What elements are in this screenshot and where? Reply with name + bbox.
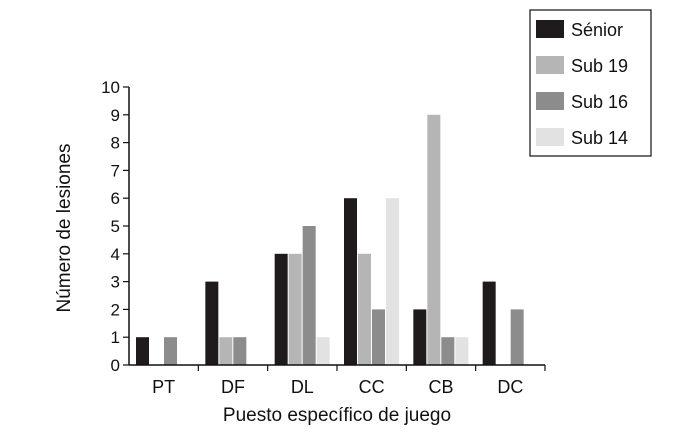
bar-dl-series-3 — [316, 337, 330, 365]
y-tick-label: 5 — [111, 217, 120, 236]
y-axis-title: Número de lesiones — [54, 144, 75, 313]
bar-dl-series-2 — [302, 226, 316, 365]
bar-cb-series-1 — [427, 114, 441, 365]
bar-cb-series-2 — [441, 337, 455, 365]
legend-swatch — [536, 20, 564, 38]
bar-cc-series-2 — [372, 309, 385, 365]
x-tick-label: DC — [497, 377, 523, 397]
bar-dc-series-0 — [482, 281, 496, 365]
bar-cb-series-3 — [455, 337, 469, 365]
x-tick-label: CB — [428, 377, 453, 397]
bar-cc-series-1 — [358, 253, 371, 365]
legend-swatch — [536, 92, 564, 110]
legend: Sénior Sub 19 Sub 16 Sub 14 — [529, 9, 652, 157]
bar-df-series-0 — [205, 281, 219, 365]
x-tick-label: PT — [152, 377, 175, 397]
bar-cb-series-0 — [413, 309, 427, 365]
y-tick-label: 8 — [111, 134, 120, 153]
x-axis-title: Puesto específico de juego — [223, 405, 451, 426]
y-tick-label: 4 — [111, 245, 120, 264]
legend-swatch — [536, 56, 564, 74]
bar-pt-series-2 — [164, 337, 177, 365]
bar-dl-series-1 — [288, 253, 302, 365]
x-axis: PT DF DL CC CB DC — [129, 364, 546, 397]
y-axis: 0 1 2 3 4 5 6 7 8 9 10 — [101, 78, 130, 375]
x-tick-label: DL — [291, 377, 314, 397]
y-tick-label: 0 — [111, 356, 120, 375]
bar-pt-series-0 — [136, 337, 149, 365]
y-tick-label: 7 — [111, 161, 120, 180]
bar-df-series-2 — [233, 337, 247, 365]
y-tick-label: 2 — [111, 300, 120, 319]
y-tick-label: 10 — [101, 78, 120, 97]
legend-swatch — [536, 128, 564, 146]
bar-cc-series-3 — [386, 198, 399, 365]
x-tick-label: CC — [359, 377, 385, 397]
bars-group — [136, 114, 524, 365]
legend-label: Sub 19 — [571, 56, 628, 76]
legend-label: Sub 16 — [571, 92, 628, 112]
y-tick-label: 1 — [111, 328, 120, 347]
bar-dc-series-2 — [510, 309, 524, 365]
bar-df-series-1 — [219, 337, 233, 365]
legend-label: Sénior — [571, 20, 623, 40]
bar-dl-series-0 — [274, 253, 288, 365]
y-tick-label: 9 — [111, 106, 120, 125]
y-tick-label: 3 — [111, 273, 120, 292]
y-tick-label: 6 — [111, 189, 120, 208]
bar-cc-series-0 — [344, 198, 357, 365]
x-tick-label: DF — [221, 377, 245, 397]
legend-label: Sub 14 — [571, 128, 628, 148]
